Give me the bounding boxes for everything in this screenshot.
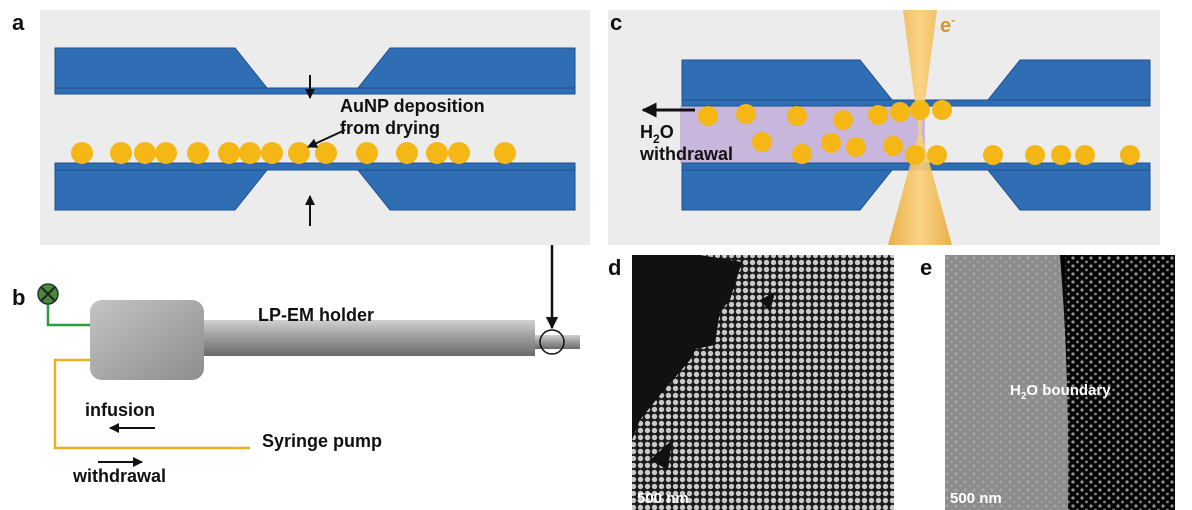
circle-shape xyxy=(110,142,132,164)
circle-shape xyxy=(396,142,418,164)
circle-shape xyxy=(932,100,952,120)
rect-shape xyxy=(90,300,204,380)
figure: a AuNP deposition from drying c e- H2O w… xyxy=(0,0,1192,510)
circle-shape xyxy=(905,145,925,165)
circle-shape xyxy=(448,142,470,164)
circle-shape xyxy=(910,100,930,120)
boundary-h: H xyxy=(1010,382,1021,399)
circle-shape xyxy=(494,142,516,164)
circle-shape xyxy=(1025,145,1045,165)
circle-shape xyxy=(890,102,910,122)
circle-shape xyxy=(846,137,866,157)
rect-shape xyxy=(55,88,575,94)
circle-shape xyxy=(261,142,283,164)
circle-shape xyxy=(426,142,448,164)
path-shape xyxy=(55,48,267,88)
circle-shape xyxy=(868,105,888,125)
c-label: c xyxy=(610,10,622,35)
beam-base: e xyxy=(940,15,951,37)
circle-shape xyxy=(218,142,240,164)
d-scale: 500 nm xyxy=(637,490,689,507)
circle-shape xyxy=(155,142,177,164)
circle-shape xyxy=(752,132,772,152)
circle-shape xyxy=(239,142,261,164)
circle-shape xyxy=(698,106,718,126)
circle-shape xyxy=(787,106,807,126)
circle-shape xyxy=(983,145,1003,165)
path-shape xyxy=(48,304,92,325)
path-shape xyxy=(682,170,892,210)
e-label: e xyxy=(920,255,932,280)
circle-shape xyxy=(736,104,756,124)
circle-shape xyxy=(134,142,156,164)
circle-shape xyxy=(833,110,853,130)
circle-shape xyxy=(1051,145,1071,165)
rect-shape xyxy=(55,163,575,170)
e-scale: 500 nm xyxy=(950,490,1002,507)
circle-shape xyxy=(1075,145,1095,165)
circle-shape xyxy=(821,133,841,153)
beam-sup: - xyxy=(951,13,955,27)
circle-shape xyxy=(927,145,947,165)
path-shape xyxy=(358,48,575,88)
circle-shape xyxy=(71,142,93,164)
boundary-rest: O boundary xyxy=(1026,382,1111,399)
b-withdrawal: withdrawal xyxy=(72,466,166,486)
page: a AuNP deposition from drying c e- H2O w… xyxy=(0,0,1192,510)
water-o: O xyxy=(660,122,674,142)
water-h: H xyxy=(640,122,653,142)
path-shape xyxy=(55,170,267,210)
water-line2: withdrawal xyxy=(639,144,733,164)
b-pump: Syringe pump xyxy=(262,431,382,451)
circle-shape xyxy=(356,142,378,164)
b-label: b xyxy=(12,285,25,310)
circle-shape xyxy=(187,142,209,164)
circle-shape xyxy=(792,144,812,164)
path-shape xyxy=(358,170,575,210)
circle-shape xyxy=(315,142,337,164)
circle-shape xyxy=(288,142,310,164)
path-shape xyxy=(682,60,892,100)
annotation-0: AuNP deposition xyxy=(340,96,485,116)
circle-shape xyxy=(883,136,903,156)
rect-shape xyxy=(200,320,535,356)
annotation-1: from drying xyxy=(340,118,440,138)
b-infusion: infusion xyxy=(85,400,155,420)
d-label: d xyxy=(608,255,621,280)
b-holder: LP-EM holder xyxy=(258,305,374,325)
circle-shape xyxy=(1120,145,1140,165)
a-label: a xyxy=(12,10,25,35)
